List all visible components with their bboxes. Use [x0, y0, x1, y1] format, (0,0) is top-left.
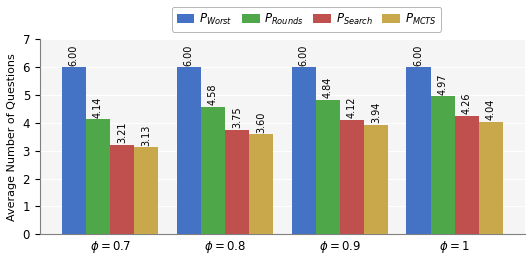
Text: 6.00: 6.00 — [298, 45, 309, 66]
Bar — [225, 130, 249, 234]
Text: 6.00: 6.00 — [184, 45, 194, 66]
Text: 6.00: 6.00 — [69, 45, 79, 66]
Bar — [340, 119, 364, 234]
Text: 4.58: 4.58 — [208, 84, 218, 105]
Legend: $P_{Worst}$, $P_{Rounds}$, $P_{Search}$, $P_{MCTS}$: $P_{Worst}$, $P_{Rounds}$, $P_{Search}$,… — [172, 7, 442, 31]
Text: 4.26: 4.26 — [462, 93, 472, 114]
Text: 3.13: 3.13 — [141, 124, 151, 146]
Bar — [86, 119, 110, 234]
Bar — [455, 116, 479, 234]
Bar — [406, 67, 430, 234]
Bar — [315, 100, 340, 234]
Bar — [62, 67, 86, 234]
Y-axis label: Average Number of Questions: Average Number of Questions — [7, 53, 17, 221]
Text: 3.94: 3.94 — [371, 102, 381, 123]
Text: 4.97: 4.97 — [438, 73, 447, 95]
Bar — [249, 134, 273, 234]
Text: 4.14: 4.14 — [93, 96, 103, 118]
Text: 4.04: 4.04 — [486, 99, 496, 120]
Bar — [201, 107, 225, 234]
Bar — [364, 124, 388, 234]
Bar — [110, 145, 134, 234]
Text: 3.60: 3.60 — [256, 111, 266, 133]
Text: 6.00: 6.00 — [413, 45, 423, 66]
Text: 3.21: 3.21 — [117, 122, 127, 144]
Bar — [430, 96, 455, 234]
Text: 3.75: 3.75 — [232, 107, 242, 128]
Bar — [292, 67, 315, 234]
Bar — [177, 67, 201, 234]
Bar — [134, 147, 159, 234]
Text: 4.12: 4.12 — [347, 97, 357, 118]
Bar — [479, 122, 503, 234]
Text: 4.84: 4.84 — [323, 77, 333, 98]
